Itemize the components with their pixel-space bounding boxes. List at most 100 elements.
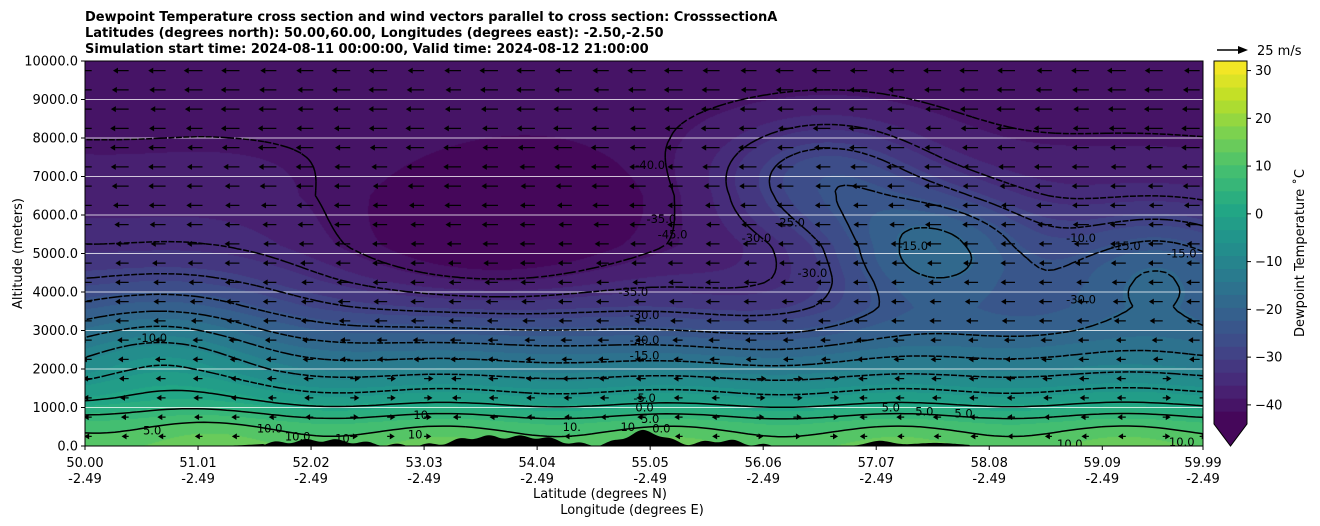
wind-vector-head: [816, 298, 822, 305]
colorbar-step: [1214, 281, 1247, 295]
wind-vector-head: [1001, 298, 1007, 305]
x-tick-label-lon: -2.49: [68, 472, 102, 487]
wind-vector-head: [224, 240, 230, 247]
wind-vector-head: [594, 240, 600, 247]
wind-vector-head: [1186, 317, 1192, 324]
wind-vector-head: [73, 125, 78, 131]
wind-vector-head: [888, 86, 894, 93]
wind-vector-head: [630, 240, 636, 247]
wind-vector-head: [187, 144, 193, 151]
wind-vector-head: [1181, 125, 1187, 132]
wind-vector-head: [1166, 375, 1172, 382]
colorbar-step: [1214, 216, 1247, 231]
contour-line-minus-35: [85, 123, 1203, 298]
wind-vector-head: [115, 317, 121, 324]
wind-vector-head: [834, 375, 840, 382]
wind-vector-head: [1182, 183, 1188, 190]
colorbar-step: [1214, 320, 1247, 334]
wind-vector-head: [796, 414, 802, 421]
wind-vector-head: [335, 260, 341, 267]
wind-vector-head: [75, 164, 80, 170]
y-tick-label: 5000.0: [33, 247, 79, 262]
wind-vector-head: [554, 86, 560, 93]
wind-vector-head: [1073, 106, 1079, 113]
wind-vector-head: [1007, 433, 1013, 440]
contour-label: -15.0: [630, 349, 660, 363]
wind-vector-head: [77, 241, 82, 247]
wind-vector-head: [743, 279, 749, 286]
wind-vector-head: [229, 356, 235, 363]
wind-vector-head: [1110, 260, 1116, 267]
wind-vector-head: [859, 433, 865, 440]
wind-vector-head: [1072, 202, 1078, 209]
wind-vector-head: [334, 240, 340, 247]
wind-vector-head: [186, 202, 192, 209]
wind-vector-head: [226, 317, 232, 324]
wind-vector-head: [1038, 260, 1044, 267]
wind-vector-head: [667, 163, 673, 170]
colorbar-step: [1214, 346, 1247, 360]
wind-vector-head: [969, 414, 975, 421]
contour-line-0: [85, 389, 1203, 409]
wind-vector-head: [1112, 298, 1118, 305]
wind-vector-head: [112, 67, 118, 74]
wind-vector-head: [193, 394, 199, 401]
wind-vector-head: [295, 163, 301, 170]
wind-vector-head: [782, 337, 788, 344]
wind-vector-head: [115, 260, 121, 267]
wind-vector-head: [482, 125, 488, 132]
wind-vector-head: [480, 106, 486, 113]
wind-vector-head: [296, 125, 302, 132]
wind-vector-head: [634, 317, 640, 324]
wind-vector-head: [85, 414, 89, 421]
wind-vector-head: [189, 298, 195, 305]
contour-label: -35.0: [646, 212, 676, 226]
wind-vector-head: [597, 337, 603, 344]
wind-vector-head: [852, 260, 858, 267]
wind-vector-head: [738, 163, 744, 170]
wind-vector-head: [1107, 106, 1113, 113]
wind-vector-head: [407, 183, 413, 190]
y-tick-label: 2000.0: [33, 363, 79, 378]
contour-label: 5.0: [915, 404, 933, 418]
wind-vector-head: [111, 183, 117, 190]
wind-vector-head: [782, 356, 788, 363]
wind-vector-head: [443, 183, 449, 190]
wind-vector-head: [220, 106, 226, 113]
contour-label: -15.0: [1167, 247, 1197, 261]
x-tick-label-lat: 51.01: [179, 456, 216, 471]
wind-vector-head: [300, 317, 306, 324]
wind-vector-head: [115, 240, 121, 247]
colorbar-step: [1214, 307, 1247, 321]
wind-vector-head: [711, 394, 717, 401]
wind-vector-head: [777, 144, 783, 151]
wind-vector-head: [186, 221, 192, 228]
wind-vector-head: [811, 106, 817, 113]
wind-vector-head: [664, 106, 670, 113]
wind-vector-head: [153, 279, 159, 286]
wind-vector-head: [635, 356, 641, 363]
wind-vector-head: [305, 414, 311, 421]
wind-vector-head: [636, 394, 642, 401]
wind-vector-head: [564, 433, 570, 440]
wind-vector-head: [1181, 163, 1187, 170]
wind-vector-head: [1144, 67, 1150, 74]
wind-vector-head: [372, 221, 378, 228]
x-tick-label-lat: 50.00: [66, 456, 103, 471]
wind-vector-head: [674, 414, 680, 421]
wind-vector-head: [336, 279, 342, 286]
wind-vector-head: [891, 298, 897, 305]
wind-vector-head: [520, 279, 526, 286]
colorbar-step: [1214, 112, 1247, 127]
wind-vector-head: [925, 125, 931, 132]
wind-vector-head: [157, 414, 163, 421]
wind-vector-head: [1077, 337, 1083, 344]
contour-line-minus-5: [85, 364, 1203, 396]
wind-vector-head: [962, 221, 968, 228]
contour-label: 10.0: [257, 422, 283, 436]
wind-vector-head: [706, 221, 712, 228]
grid-lines: [85, 99, 1203, 408]
wind-vector-head: [1113, 317, 1119, 324]
wind-vector-head: [1201, 433, 1203, 440]
contour-label: -5.0: [633, 391, 655, 405]
